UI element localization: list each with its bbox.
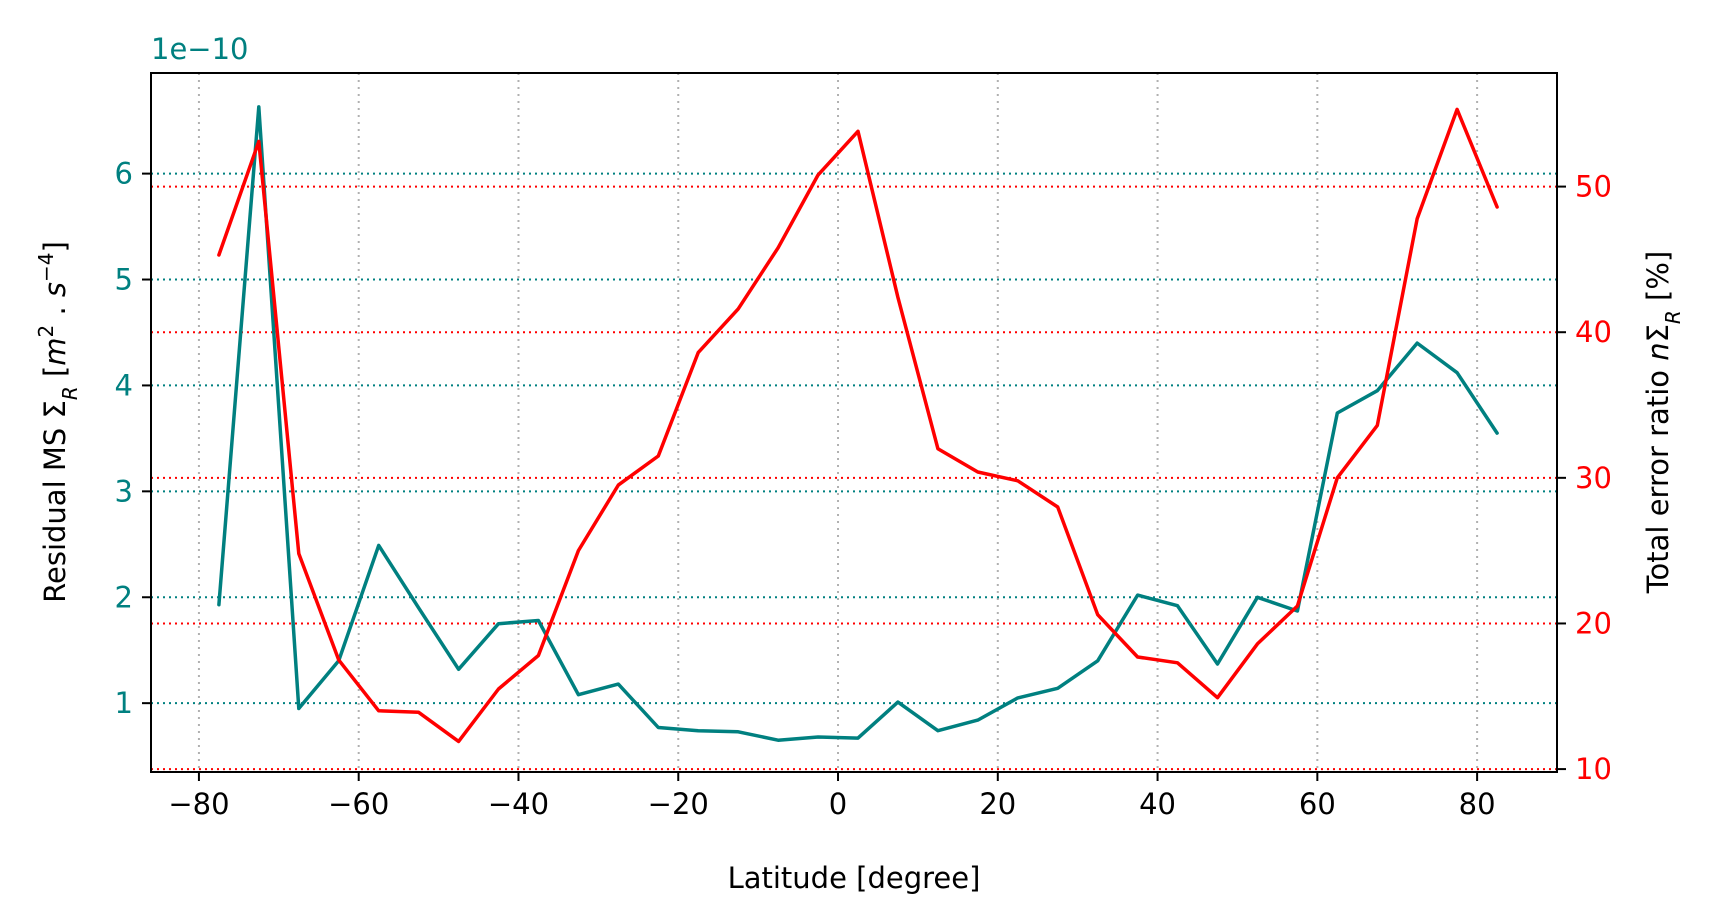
right-y-tick-label: 30 [1575, 461, 1612, 495]
right-y-tick-label: 50 [1575, 170, 1612, 204]
left-series-line [217, 105, 1499, 742]
y-axis-label-right: Total error ratio nΣR [%] [1641, 251, 1685, 594]
left-y-tick-label: 5 [115, 263, 133, 297]
x-tick-label: −40 [488, 787, 549, 821]
y-axis-label-left: Residual MS ΣR [m2 . s−4] [34, 241, 82, 603]
x-tick-label: −20 [648, 787, 709, 821]
y-axis-label-left-unit: [ [38, 366, 72, 387]
y-axis-label-left-sub: R [58, 386, 82, 400]
left-y-tick-label: 6 [115, 157, 133, 191]
offset-label-left: 1e−10 [151, 32, 249, 66]
left-y-tick-label: 4 [115, 368, 133, 402]
series-lines [217, 105, 1499, 744]
grid-lines [151, 73, 1557, 772]
plot-frame [150, 72, 1558, 773]
x-axis-label: Latitude [degree] [728, 861, 981, 895]
x-tick-label: 0 [829, 787, 847, 821]
right-y-tick-label: 20 [1575, 606, 1612, 640]
right-y-tick-label: 40 [1575, 315, 1612, 349]
ticks: −80 −60 −40 −20 0 20 40 60 80 1 2 3 4 5 6 10 20 30 40 50 [115, 157, 1612, 821]
x-tick-label: 80 [1459, 787, 1496, 821]
right-y-tick-label: 10 [1575, 752, 1612, 786]
x-tick-label: −80 [168, 787, 229, 821]
x-tick-label: 20 [979, 787, 1016, 821]
left-y-tick-label: 2 [115, 580, 133, 614]
left-y-tick-label: 3 [115, 474, 133, 508]
x-tick-label: 40 [1139, 787, 1176, 821]
y-axis-label-left-main: Residual MS Σ [38, 400, 72, 603]
x-tick-label: 60 [1299, 787, 1336, 821]
right-series-line [217, 107, 1499, 744]
left-y-tick-label: 1 [115, 686, 133, 720]
x-tick-label: −60 [328, 787, 389, 821]
